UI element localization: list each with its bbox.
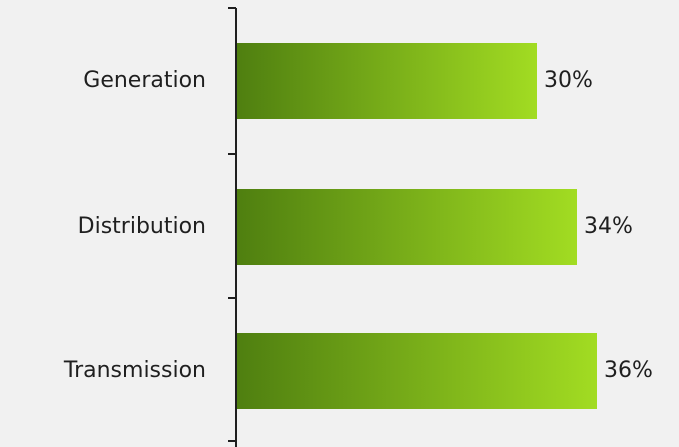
data-label: 36% — [604, 358, 653, 383]
plot-area: Generation 30% Distribution 34% Transmission… — [63, 7, 653, 447]
data-label: 34% — [584, 214, 633, 239]
bar-generation — [237, 43, 537, 119]
bar-transmission — [237, 333, 597, 409]
category-label: Distribution — [78, 214, 206, 239]
category-label: Generation — [83, 68, 206, 93]
data-label: 30% — [544, 68, 593, 93]
bar-distribution — [237, 189, 577, 265]
category-label: Transmission — [63, 358, 206, 383]
